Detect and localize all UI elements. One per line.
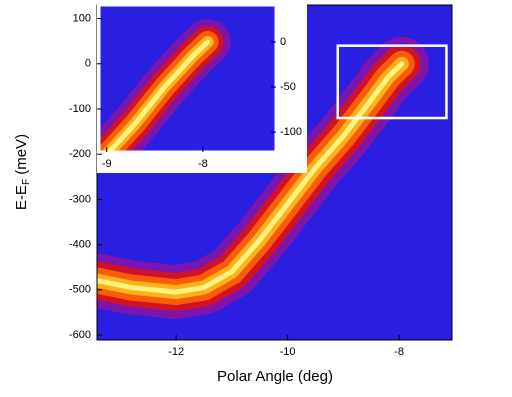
y-title-sub: F [21,179,32,185]
intensity-band [97,61,405,295]
x-tick-label: -8 [198,158,208,170]
y-tick-label: -200 [69,148,91,160]
y-tick-label: -100 [69,103,91,115]
x-tick-label: -9 [102,158,112,170]
x-tick-label: -12 [168,346,184,358]
y-tick-label: -500 [69,284,91,296]
y-tick-label: -300 [69,193,91,205]
intensity-band [105,39,211,152]
highlight-box [336,44,448,120]
y-title-unit: (meV) [13,134,30,179]
y-title-main: E-E [13,185,30,210]
y-tick-label: 0 [85,58,91,70]
x-axis-title: Polar Angle (deg) [217,368,333,385]
inset-frame [97,3,278,154]
x-tick-label: -8 [394,346,404,358]
y-axis-title: E-EF (meV) [13,134,32,210]
y-tick-label: 100 [73,12,91,24]
y-tick-label: -100 [280,126,302,138]
y-tick-label: 0 [280,36,286,48]
y-tick-label: -50 [280,81,296,93]
inset-plot [99,5,276,152]
x-tick-label: -10 [280,346,296,358]
y-tick-label: -600 [69,329,91,341]
y-tick-label: -400 [69,239,91,251]
